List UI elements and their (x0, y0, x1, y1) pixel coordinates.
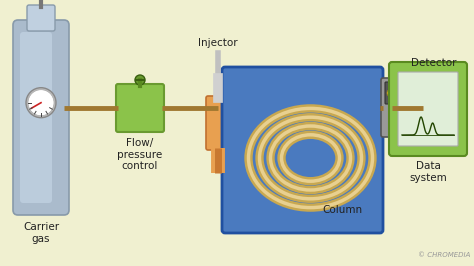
Text: Carrier
gas: Carrier gas (23, 222, 59, 244)
FancyBboxPatch shape (20, 32, 52, 203)
FancyBboxPatch shape (206, 96, 230, 150)
Text: Injector: Injector (198, 38, 238, 48)
Text: © CHROMEDIA: © CHROMEDIA (418, 252, 470, 258)
FancyBboxPatch shape (381, 78, 425, 137)
Circle shape (399, 89, 407, 97)
Circle shape (28, 90, 54, 116)
FancyBboxPatch shape (222, 67, 383, 233)
FancyBboxPatch shape (116, 84, 164, 132)
Circle shape (387, 89, 395, 97)
FancyBboxPatch shape (385, 82, 421, 104)
FancyBboxPatch shape (13, 20, 69, 215)
FancyBboxPatch shape (389, 62, 467, 156)
Text: Column: Column (322, 205, 363, 215)
Text: Data
system: Data system (409, 161, 447, 182)
Text: Detector: Detector (411, 58, 456, 68)
FancyBboxPatch shape (398, 72, 458, 146)
Circle shape (26, 88, 56, 118)
Circle shape (135, 75, 145, 85)
FancyBboxPatch shape (27, 5, 55, 31)
Text: Flow/
pressure
control: Flow/ pressure control (118, 138, 163, 171)
